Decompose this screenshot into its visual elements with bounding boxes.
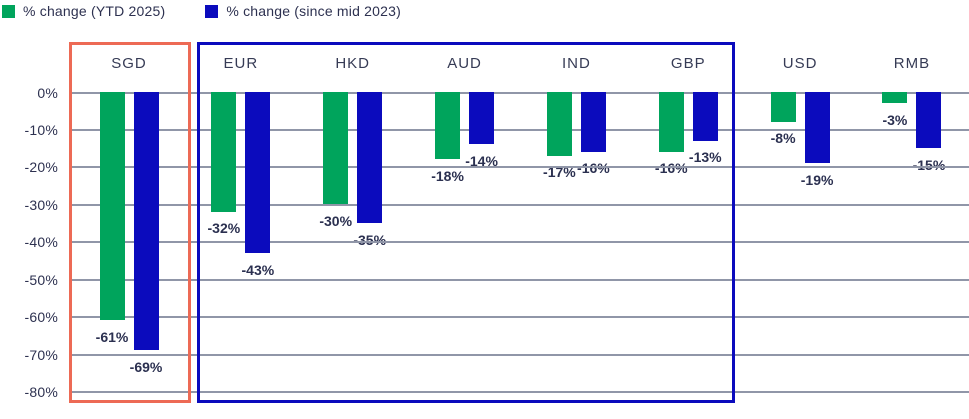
- gridline--70%: [72, 353, 969, 356]
- bar-ind-mid2023: [580, 92, 606, 152]
- y-axis-tick-label: -80%: [24, 384, 58, 401]
- category-label-rmb: RMB: [893, 55, 931, 72]
- value-label-hkd-mid2023: -35%: [353, 231, 387, 248]
- value-label-sgd-mid2023: -69%: [129, 358, 163, 375]
- bar-gbp-ytd: [658, 92, 684, 152]
- category-label-gbp: GBP: [670, 55, 706, 72]
- legend-swatch-green-icon: [2, 4, 15, 18]
- bar-sgd-mid2023: [133, 92, 159, 351]
- legend-label-ytd-2025: % change (YTD 2025): [23, 3, 166, 19]
- bar-rmb-mid2023: [916, 92, 942, 149]
- value-label-usd-ytd: -8%: [770, 130, 796, 147]
- value-label-aud-ytd: -18%: [431, 167, 464, 184]
- value-label-rmb-mid2023: -15%: [912, 156, 946, 173]
- bar-gbp-mid2023: [692, 92, 718, 141]
- category-label-ind: IND: [561, 55, 591, 72]
- legend-item-ytd-2025: % change (YTD 2025): [2, 4, 165, 18]
- highlight-box-eur-to-gbp: [197, 42, 735, 403]
- category-label-eur: EUR: [223, 55, 259, 72]
- value-label-gbp-ytd: -16%: [654, 160, 688, 177]
- gridline--80%: [72, 391, 969, 394]
- bar-usd-mid2023: [804, 92, 830, 164]
- y-axis-tick-label: -60%: [24, 309, 58, 326]
- value-label-ind-mid2023: -16%: [577, 160, 610, 177]
- value-label-sgd-ytd: -61%: [95, 328, 129, 345]
- gridline--10%: [72, 128, 969, 131]
- y-axis-tick-label: -10%: [24, 121, 58, 138]
- chart-legend: % change (YTD 2025) % change (since mid …: [2, 3, 401, 19]
- category-label-usd: USD: [782, 55, 818, 72]
- value-label-usd-mid2023: -19%: [800, 171, 834, 188]
- legend-label-since-mid-2023: % change (since mid 2023): [226, 3, 401, 19]
- bar-sgd-ytd: [99, 92, 125, 321]
- category-label-hkd: HKD: [335, 55, 371, 72]
- highlight-box-sgd: [69, 42, 191, 403]
- value-label-hkd-ytd: -30%: [319, 212, 353, 229]
- category-label-sgd: SGD: [111, 55, 147, 72]
- bar-aud-mid2023: [469, 92, 495, 145]
- bar-rmb-ytd: [882, 92, 908, 104]
- gridline--30%: [72, 203, 969, 206]
- bar-aud-ytd: [435, 92, 461, 160]
- y-axis-tick-label: -40%: [24, 234, 58, 251]
- y-axis-tick-label: 0%: [37, 84, 58, 101]
- bar-eur-ytd: [211, 92, 237, 212]
- category-label-aud: AUD: [447, 55, 482, 72]
- y-axis-tick-label: -70%: [24, 346, 58, 363]
- value-label-aud-mid2023: -14%: [465, 152, 498, 169]
- gridline--20%: [72, 166, 969, 169]
- bar-ind-ytd: [546, 92, 572, 156]
- bar-hkd-ytd: [323, 92, 349, 205]
- gridline--40%: [72, 241, 969, 244]
- y-axis-tick-label: -50%: [24, 271, 58, 288]
- value-label-gbp-mid2023: -13%: [688, 149, 722, 166]
- legend-swatch-blue-icon: [205, 4, 219, 18]
- value-label-ind-ytd: -17%: [543, 164, 576, 181]
- bar-usd-ytd: [770, 92, 796, 122]
- gridline--60%: [72, 316, 969, 319]
- gridline-0%: [72, 91, 969, 94]
- value-label-eur-mid2023: -43%: [241, 261, 275, 278]
- y-axis-tick-label: -20%: [24, 159, 58, 176]
- bar-eur-mid2023: [245, 92, 271, 254]
- value-label-rmb-ytd: -3%: [882, 111, 908, 128]
- value-label-eur-ytd: -32%: [207, 220, 241, 237]
- gridline--50%: [72, 278, 969, 281]
- y-axis-tick-label: -30%: [24, 196, 58, 213]
- bar-hkd-mid2023: [357, 92, 383, 224]
- legend-item-since-mid-2023: % change (since mid 2023): [205, 4, 401, 18]
